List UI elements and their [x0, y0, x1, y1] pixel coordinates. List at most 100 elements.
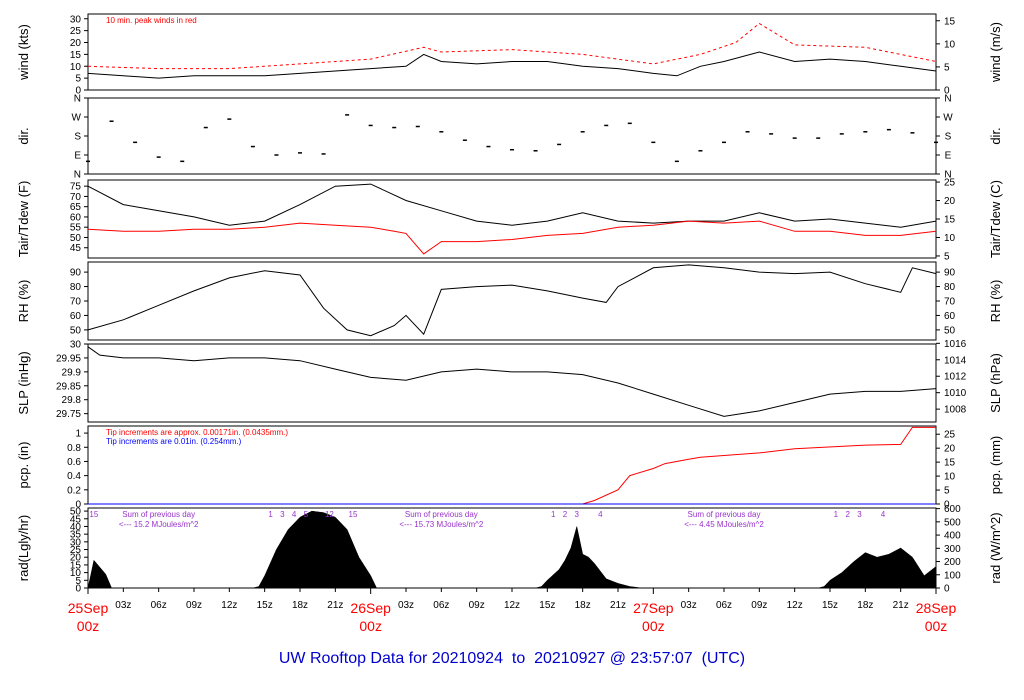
x-tick-label: 18z: [857, 600, 873, 611]
series-line: [87, 220, 937, 255]
day-label-time: 00z: [642, 618, 665, 634]
panel-rh: 50 60 70 80 90 50 60 70 80 90 RH (%) RH (%): [16, 261, 1003, 341]
left-tick-label: 30: [70, 537, 82, 548]
left-tick-label: 0.8: [67, 443, 81, 454]
right-tick-label: N: [944, 170, 951, 181]
hour-mark-label: 4: [881, 510, 886, 519]
y-axis-label: Tair/Tdew (F): [16, 181, 31, 258]
x-tick-label: 15z: [539, 600, 555, 611]
right-tick-label: 70: [944, 297, 956, 308]
right-tick-label: 1014: [944, 355, 967, 366]
panel-frame: [87, 13, 937, 91]
hour-mark-label: 3: [857, 510, 862, 519]
right-tick-label: 80: [944, 282, 956, 293]
left-tick-label: S: [74, 132, 81, 143]
hour-mark-label: 1: [551, 510, 556, 519]
y-axis-label-right: rad (W/m^2): [988, 512, 1003, 583]
radiation-sum-label: Sum of previous day: [688, 510, 761, 519]
hour-mark-label: 2: [845, 510, 850, 519]
x-tick-label: 06z: [151, 600, 167, 611]
y-axis-label: wind (kts): [16, 24, 31, 81]
x-tick-label: 12z: [787, 600, 803, 611]
y-axis-label: pcp. (in): [16, 442, 31, 489]
x-tick-label: 03z: [681, 600, 697, 611]
radiation-sum-label: Sum of previous day: [122, 510, 195, 519]
series-line: [87, 51, 937, 79]
left-tick-label: 25: [70, 26, 82, 37]
left-tick-label: 0.2: [67, 485, 81, 496]
hour-mark-label: 1: [268, 510, 273, 519]
right-tick-label: 50: [944, 325, 956, 336]
right-tick-label: 10: [944, 39, 956, 50]
panel-frame: [87, 507, 937, 589]
right-tick-label: E: [945, 151, 952, 162]
y-axis-label-right: wind (m/s): [988, 22, 1003, 83]
right-tick-label: S: [945, 132, 952, 143]
left-tick-label: 45: [70, 514, 82, 525]
footer-title: UW Rooftop Data for 20210924 to 20210927…: [278, 650, 746, 667]
left-tick-label: 0.4: [67, 471, 81, 482]
left-tick-label: 0.6: [67, 457, 81, 468]
right-tick-label: 10: [944, 233, 956, 244]
panel-rad: 051015202530354045500100200300400500600r…: [16, 504, 1003, 594]
right-tick-label: 0: [944, 584, 950, 595]
x-tick-label: 09z: [751, 600, 767, 611]
hour-mark-label: 4: [598, 510, 603, 519]
hour-mark-label: 3: [280, 510, 285, 519]
hour-mark-label: 15: [89, 510, 98, 519]
radiation-sum-value: <--- 4.45 MJoules/m^2: [684, 520, 764, 529]
right-tick-label: 100: [944, 570, 961, 581]
right-tick-label: N: [944, 94, 951, 105]
series-line: [87, 183, 937, 228]
x-tick-label: 15z: [257, 600, 273, 611]
right-tick-label: 15: [944, 215, 956, 226]
right-tick-label: 0: [944, 86, 950, 97]
series-area: [87, 510, 937, 589]
day-label-date: 28Sep: [916, 600, 957, 616]
right-tick-label: 10: [944, 472, 956, 483]
panel-frame: [87, 97, 937, 175]
y-axis-label-right: Tair/Tdew (C): [988, 180, 1003, 258]
day-label-date: 25Sep: [68, 600, 109, 616]
right-tick-label: 1008: [944, 405, 967, 416]
x-tick-label: 12z: [504, 600, 520, 611]
left-tick-label: 5: [75, 576, 81, 587]
radiation-sum-value: <--- 15.2 MJoules/m^2: [119, 520, 199, 529]
left-tick-label: 1: [75, 429, 81, 440]
hour-mark-label: 4: [292, 510, 297, 519]
hour-mark-label: 5: [304, 510, 309, 519]
left-tick-label: 20: [70, 38, 82, 49]
hour-mark-label: 12: [325, 510, 334, 519]
left-tick-label: 30: [70, 340, 82, 351]
right-tick-label: 5: [944, 62, 950, 73]
left-tick-label: 0: [75, 584, 81, 595]
left-tick-label: 0: [75, 86, 81, 97]
y-axis-label: SLP (inHg): [16, 351, 31, 414]
panel-annotation: Tip increments are 0.01in. (0.254mm.): [106, 437, 242, 446]
right-tick-label: 90: [944, 268, 956, 279]
left-tick-label: 35: [70, 530, 82, 541]
left-tick-label: 10: [70, 62, 82, 73]
y-axis-label-right: dir.: [988, 127, 1003, 144]
y-axis-label: rad(Lgly/hr): [16, 515, 31, 581]
left-tick-label: 25: [70, 545, 82, 556]
y-axis-label: RH (%): [16, 280, 31, 323]
hour-mark-label: 15: [349, 510, 358, 519]
right-tick-label: 0: [944, 500, 950, 511]
x-tick-label: 03z: [115, 600, 131, 611]
left-tick-label: 65: [70, 202, 82, 213]
left-tick-label: 29.85: [56, 381, 81, 392]
left-tick-label: 90: [70, 268, 82, 279]
x-tick-label: 06z: [716, 600, 732, 611]
x-tick-label: 09z: [186, 600, 202, 611]
series-line: [87, 22, 937, 70]
x-tick-label: 18z: [575, 600, 591, 611]
left-tick-label: 75: [70, 182, 82, 193]
left-tick-label: 15: [70, 50, 82, 61]
left-tick-label: 20: [70, 553, 82, 564]
y-axis-label: dir.: [16, 127, 31, 144]
left-tick-label: N: [74, 170, 81, 181]
left-tick-label: 10: [70, 568, 82, 579]
